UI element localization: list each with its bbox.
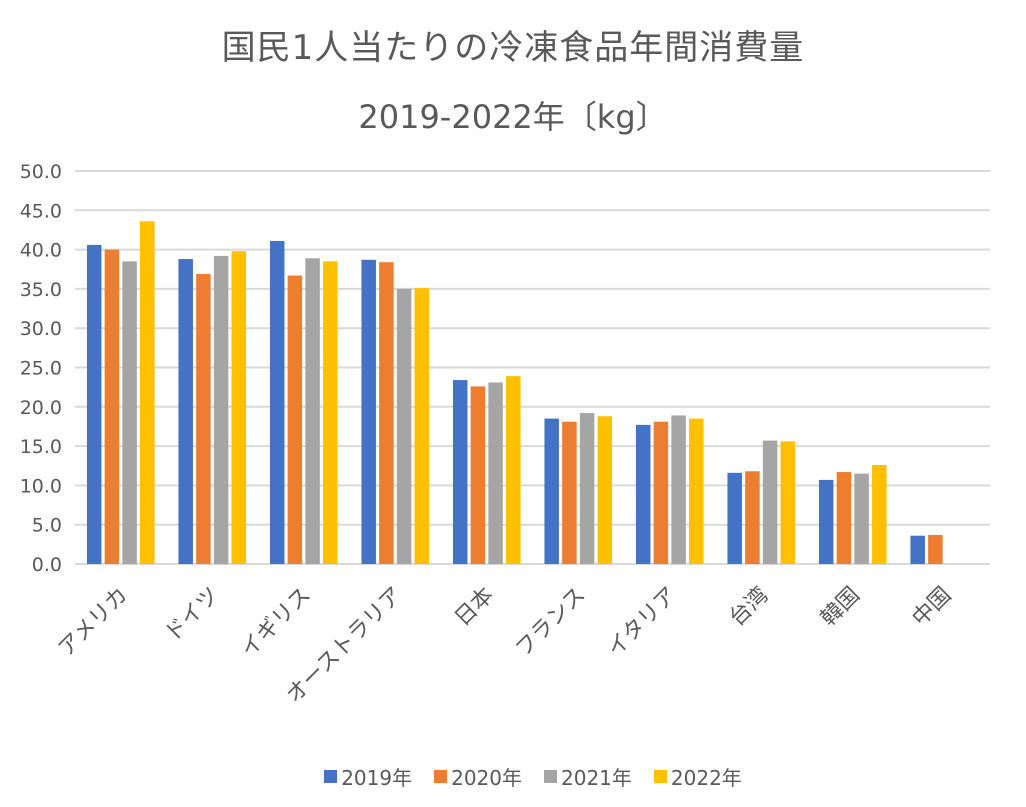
bar-2021年-アメリカ [122,261,137,564]
legend-label: 2021年 [561,766,632,790]
legend-item: 2022年 [653,762,742,791]
legend-label: 2022年 [670,766,742,790]
bar-2019年-イギリス [269,240,285,565]
y-tick-label: 25.0 [20,358,62,380]
chart-subtitle: 2019‑2022年〔kg〕 [358,98,668,136]
bar-2022年-台湾 [780,441,796,564]
bar-2020年-日本 [470,386,486,564]
y-tick-label: 5.0 [32,515,62,537]
bar-2022年-フランス [597,416,613,564]
bar-2021年-日本 [488,382,503,564]
x-tick-label: 台湾 [725,583,774,632]
legend-swatch [544,770,557,783]
x-tick-label: ドイツ [160,583,224,647]
bar-2021年-台湾 [762,440,778,564]
y-tick-label: 0.0 [32,554,62,576]
x-tick-label: 中国 [908,583,957,632]
chart-title: 国民1人当たりの冷凍食品年間消費量 [221,28,805,68]
legend-swatch [653,770,667,783]
legend-item: 2021年 [544,762,632,791]
legend-label: 2019年 [341,766,413,790]
bar-2022年-イタリア [689,418,704,564]
bar-2020年-アメリカ [104,249,120,564]
legend-item: 2020年 [434,762,522,791]
bar-2022年-オーストラリア [414,288,430,564]
bar-2019年-フランス [544,418,559,564]
y-tick-label: 15.0 [20,436,62,458]
bar-2019年-中国 [910,535,925,564]
bar-2020年-中国 [928,534,943,564]
x-tick-label: フランス [511,583,591,663]
bar-2021年-ドイツ [213,255,229,564]
legend-item: 2019年 [324,762,412,791]
bar-2022年-韓国 [872,464,887,564]
x-tick-label: イギリス [236,583,316,663]
legend-swatch [324,770,338,783]
x-tick-label: アメリカ [54,583,133,662]
bar-2019年-アメリカ [86,244,102,564]
bar-2020年-韓国 [836,472,852,564]
bar-2020年-ドイツ [196,273,211,564]
y-tick-label: 10.0 [20,475,62,497]
y-tick-label: 50.0 [20,161,62,183]
legend-label: 2020年 [451,766,522,790]
y-tick-label: 20.0 [20,397,62,419]
bar-2020年-イギリス [287,275,303,564]
bar-2019年-オーストラリア [361,259,376,564]
bar-2020年-イタリア [653,421,669,564]
y-tick-label: 45.0 [20,200,62,222]
bar-2020年-台湾 [745,471,760,564]
legend-swatch [434,770,448,783]
bar-2019年-台湾 [727,472,742,564]
legend: 2019年 2020年 2021年 2022年 [0,762,1026,791]
bar-2020年-フランス [562,421,577,564]
bar-2022年-アメリカ [140,221,155,564]
gridlines [75,170,990,565]
x-tick-label: イタリア [603,583,682,662]
bar-2022年-日本 [506,376,521,564]
bar-2021年-韓国 [854,473,869,564]
bar-2020年-オーストラリア [379,262,394,564]
bar-2021年-フランス [579,413,595,564]
bar-2022年-イギリス [323,261,338,564]
bar-2019年-ドイツ [178,259,193,564]
bar-2021年-イタリア [671,415,686,564]
y-tick-label: 40.0 [20,240,62,262]
bar-2021年-オーストラリア [396,288,412,564]
x-tick-label: 日本 [450,583,499,632]
bar-2019年-韓国 [818,479,834,564]
y-axis-ticks: 0.0 5.0 10.0 15.0 20.0 25.0 30.0 35.0 40.0 45.0 50… [20,161,62,576]
bar-2022年-ドイツ [231,251,247,564]
bars [86,221,943,565]
x-tick-label: 韓国 [816,583,865,632]
y-tick-label: 30.0 [20,318,62,340]
bar-2019年-日本 [452,380,468,564]
bar-2019年-イタリア [635,424,651,564]
bar-2021年-イギリス [305,258,320,564]
y-tick-label: 35.0 [20,279,62,301]
